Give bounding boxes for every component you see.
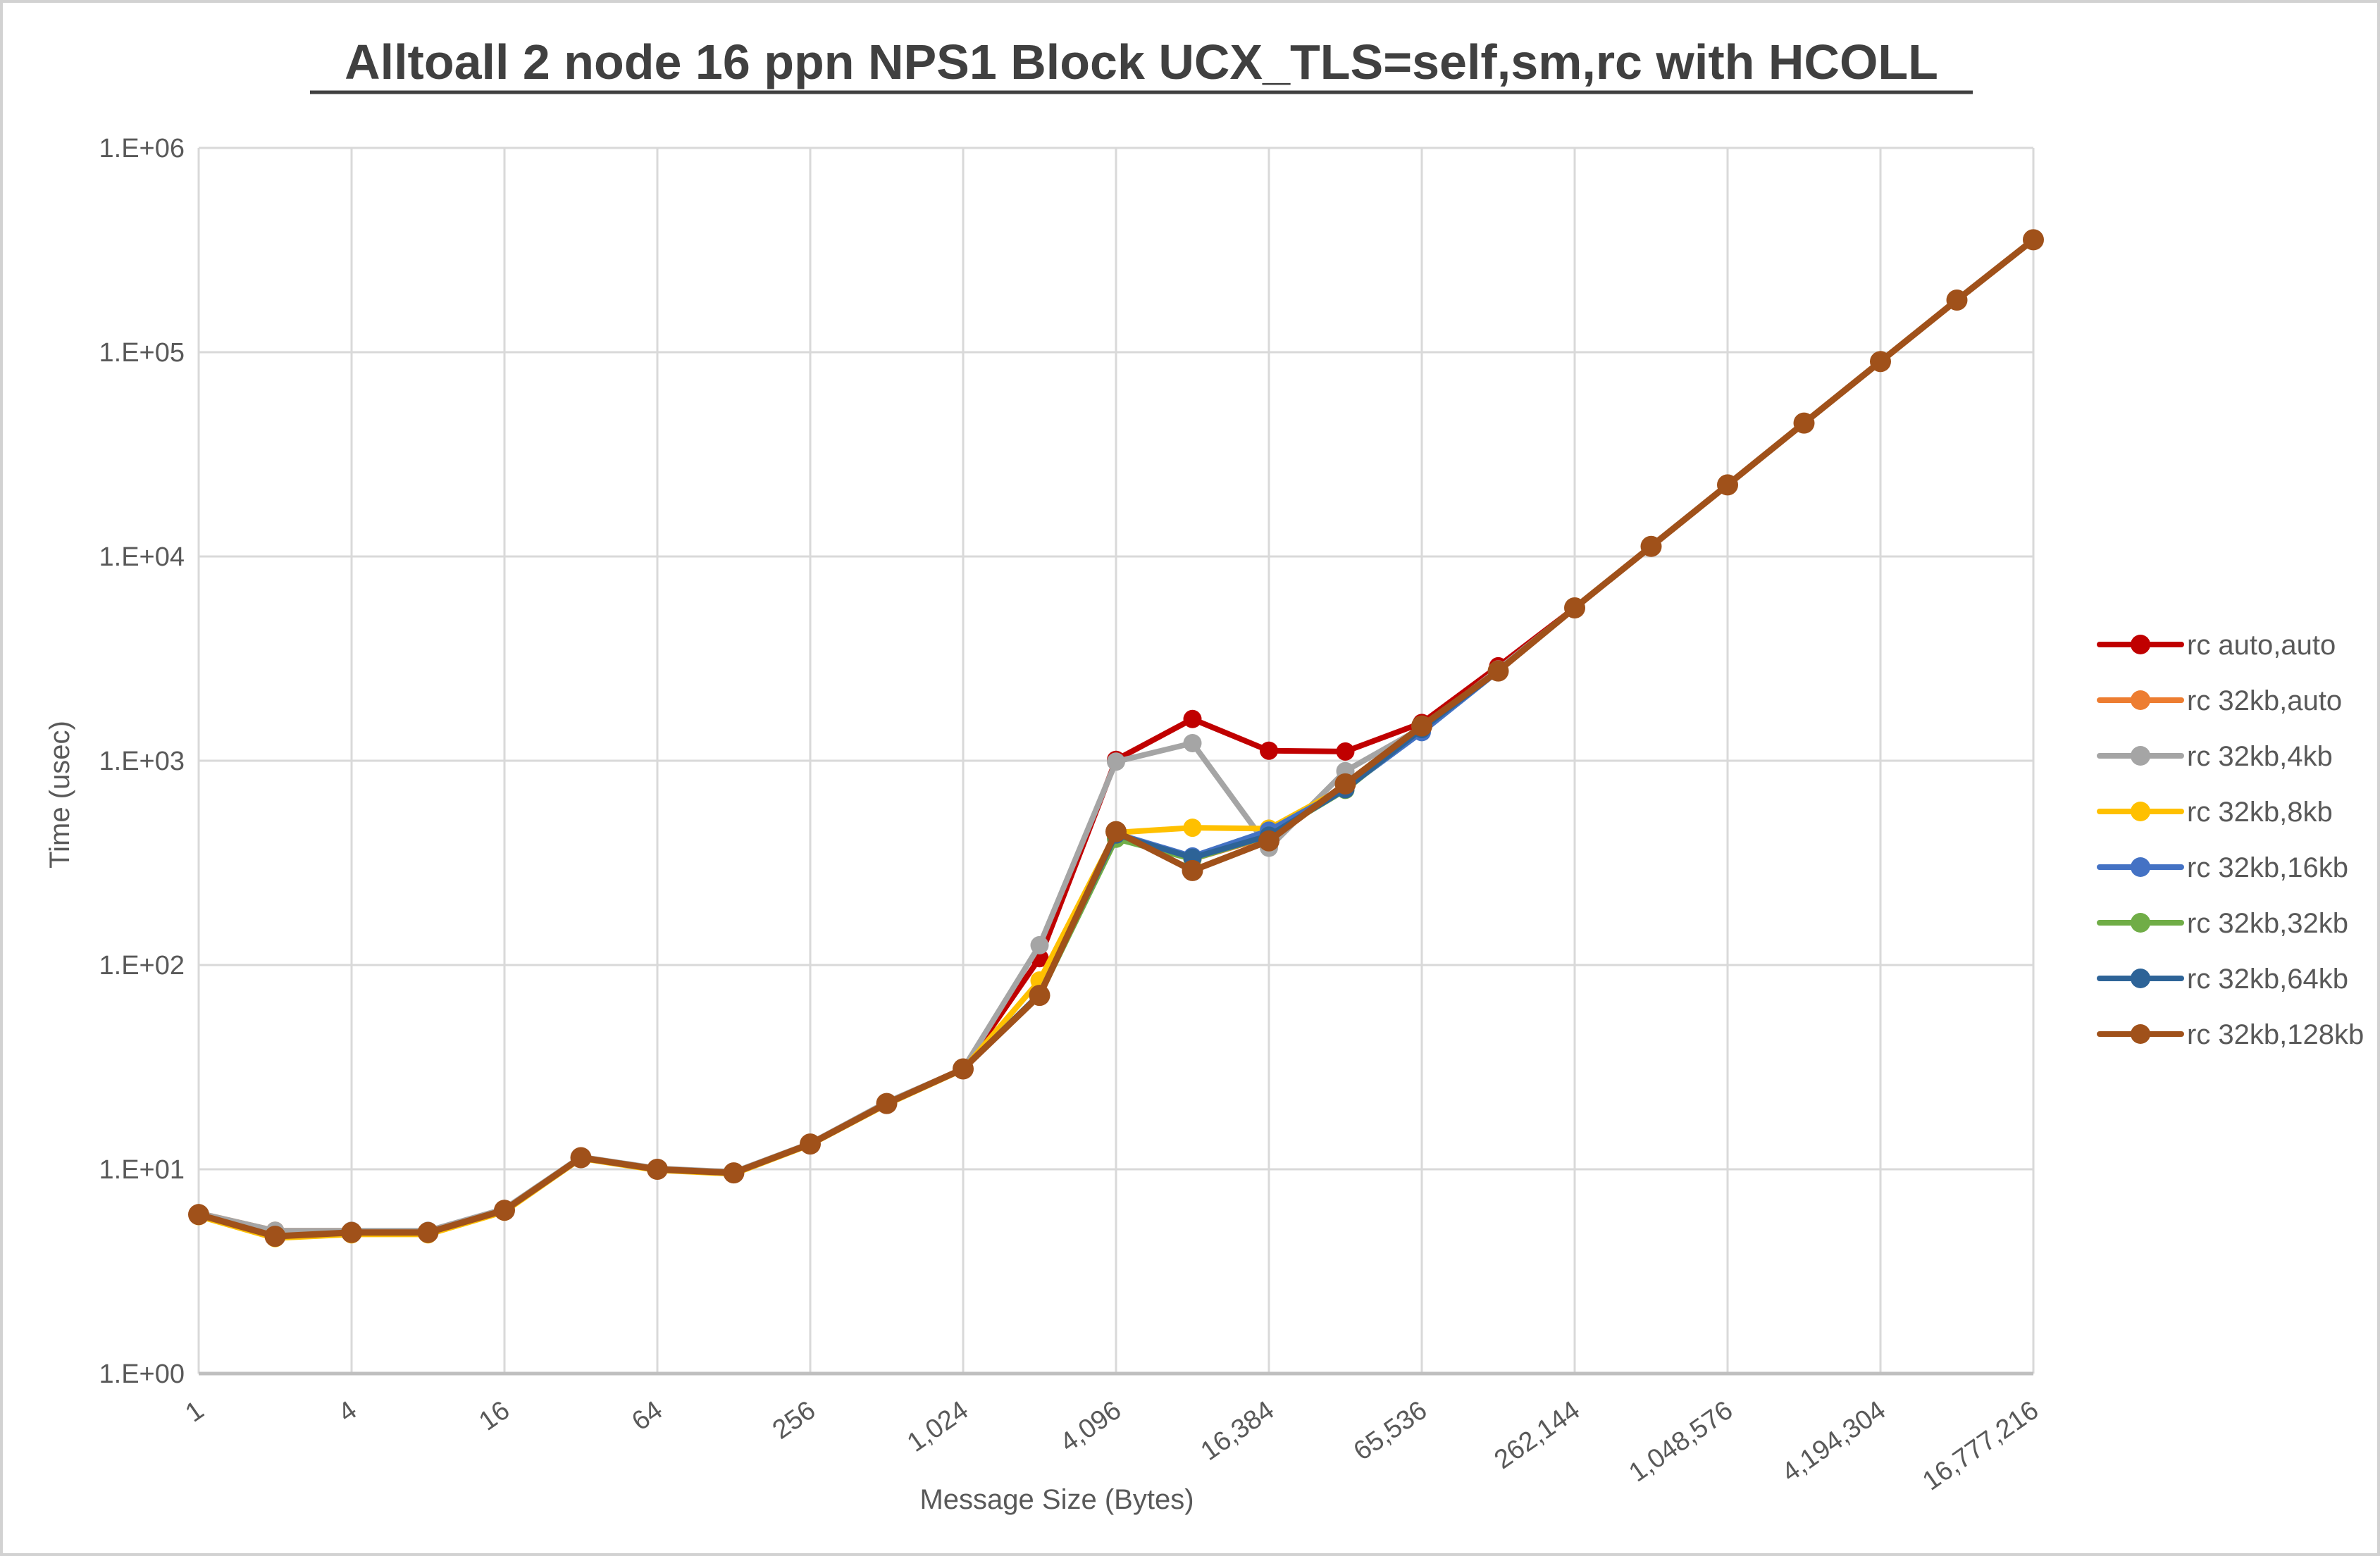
series-marker-rc-auto-auto bbox=[1260, 741, 1278, 760]
legend-swatch-dot bbox=[2131, 913, 2150, 933]
legend-label: rc 32kb,32kb bbox=[2187, 908, 2348, 939]
series-marker-rc-32kb-4kb bbox=[1183, 734, 1202, 752]
x-tick-label: 1,048,576 bbox=[1624, 1395, 1739, 1488]
y-tick-label: 1.E+00 bbox=[99, 1359, 185, 1389]
legend-label: rc 32kb,auto bbox=[2187, 685, 2342, 716]
series-marker-rc-32kb-128kb bbox=[1029, 985, 1050, 1007]
x-tick-label: 16,384 bbox=[1196, 1395, 1279, 1467]
legend-item-rc-auto-auto: rc auto,auto bbox=[2097, 630, 2336, 661]
legend-swatch-dot bbox=[2131, 857, 2150, 877]
series-marker-rc-32kb-128kb bbox=[1946, 290, 1968, 311]
series-marker-rc-32kb-128kb bbox=[876, 1093, 898, 1114]
legend-label: rc 32kb,128kb bbox=[2187, 1019, 2364, 1050]
chart-title: Alltoall 2 node 16 ppn NPS1 Block UCX_TL… bbox=[345, 35, 1938, 89]
series-marker-rc-32kb-128kb bbox=[1487, 660, 1509, 682]
x-tick-label: 1,024 bbox=[902, 1395, 974, 1458]
x-tick-label: 4,194,304 bbox=[1777, 1395, 1892, 1488]
series-marker-rc-32kb-4kb bbox=[1030, 935, 1049, 954]
series-marker-rc-32kb-128kb bbox=[1564, 597, 1585, 618]
legend-item-rc-32kb-8kb: rc 32kb,8kb bbox=[2097, 797, 2333, 828]
y-tick-label: 1.E+01 bbox=[99, 1155, 185, 1185]
series-marker-rc-32kb-8kb bbox=[1183, 819, 1202, 838]
series-marker-rc-32kb-128kb bbox=[417, 1221, 439, 1243]
legend-item-rc-32kb-32kb: rc 32kb,32kb bbox=[2097, 908, 2348, 939]
x-tick-label: 262,144 bbox=[1489, 1395, 1586, 1475]
legend-swatch-dot bbox=[2131, 969, 2150, 988]
x-tick-label: 64 bbox=[626, 1395, 668, 1437]
y-tick-label: 1.E+02 bbox=[99, 951, 185, 981]
series-marker-rc-32kb-128kb bbox=[800, 1133, 821, 1155]
x-tick-label: 16 bbox=[473, 1395, 515, 1437]
series-marker-rc-auto-auto bbox=[1336, 742, 1355, 761]
x-tick-label: 4 bbox=[333, 1395, 362, 1429]
plot-area bbox=[188, 229, 2044, 1247]
legend-item-rc-32kb-128kb: rc 32kb,128kb bbox=[2097, 1019, 2364, 1050]
legend-label: rc 32kb,64kb bbox=[2187, 964, 2348, 995]
series-marker-rc-auto-auto bbox=[1183, 709, 1202, 728]
series-marker-rc-32kb-128kb bbox=[188, 1204, 209, 1226]
series-marker-rc-32kb-128kb bbox=[1640, 535, 1662, 557]
series-marker-rc-32kb-128kb bbox=[264, 1226, 286, 1247]
legend-swatch-dot bbox=[2131, 802, 2150, 821]
axes: 1.E+00 1.E+01 1.E+02 1.E+03 1.E+04 1.E+05 1.E+… bbox=[99, 134, 2045, 1496]
legend-label: rc 32kb,4kb bbox=[2187, 741, 2333, 772]
series-marker-rc-32kb-128kb bbox=[1182, 859, 1203, 881]
legend-item-rc-32kb-16kb: rc 32kb,16kb bbox=[2097, 852, 2348, 883]
x-axis-title: Message Size (Bytes) bbox=[919, 1484, 1194, 1515]
legend-label: rc 32kb,8kb bbox=[2187, 797, 2333, 828]
legend-swatch-dot bbox=[2131, 746, 2150, 766]
series-marker-rc-32kb-128kb bbox=[2023, 229, 2044, 251]
legend-item-rc-32kb-64kb: rc 32kb,64kb bbox=[2097, 964, 2348, 995]
legend-swatch-dot bbox=[2131, 635, 2150, 654]
series-marker-rc-32kb-128kb bbox=[1258, 830, 1279, 852]
y-axis-title: Time (usec) bbox=[44, 721, 75, 869]
series-marker-rc-32kb-128kb bbox=[953, 1058, 974, 1080]
x-tick-label: 256 bbox=[767, 1395, 821, 1445]
series-marker-rc-32kb-128kb bbox=[1717, 474, 1738, 496]
legend-item-rc-32kb-auto: rc 32kb,auto bbox=[2097, 685, 2342, 716]
series-rc-32kb-128kb bbox=[188, 229, 2044, 1247]
legend: rc auto,auto rc 32kb,auto rc 32kb,4kb rc 32… bbox=[2097, 630, 2364, 1050]
series-marker-rc-32kb-128kb bbox=[494, 1200, 515, 1221]
series-marker-rc-32kb-128kb bbox=[570, 1147, 592, 1169]
series-marker-rc-32kb-128kb bbox=[1793, 412, 1815, 434]
series-marker-rc-32kb-128kb bbox=[1411, 715, 1432, 737]
series-marker-rc-32kb-128kb bbox=[647, 1159, 668, 1180]
y-tick-label: 1.E+06 bbox=[99, 134, 185, 163]
x-tick-label: 4,096 bbox=[1055, 1395, 1127, 1458]
series-marker-rc-32kb-128kb bbox=[341, 1221, 362, 1243]
legend-label: rc 32kb,16kb bbox=[2187, 852, 2348, 883]
series-marker-rc-32kb-4kb bbox=[1107, 752, 1125, 771]
y-tick-label: 1.E+04 bbox=[99, 542, 185, 572]
legend-swatch-dot bbox=[2131, 690, 2150, 710]
series-marker-rc-32kb-128kb bbox=[1870, 351, 1891, 373]
series-marker-rc-32kb-128kb bbox=[1105, 821, 1127, 842]
series-marker-rc-32kb-128kb bbox=[723, 1162, 745, 1184]
x-tick-label: 65,536 bbox=[1349, 1395, 1432, 1467]
legend-item-rc-32kb-4kb: rc 32kb,4kb bbox=[2097, 741, 2333, 772]
y-tick-label: 1.E+03 bbox=[99, 747, 185, 776]
y-tick-label: 1.E+05 bbox=[99, 338, 185, 368]
legend-label: rc auto,auto bbox=[2187, 630, 2336, 661]
series-marker-rc-32kb-128kb bbox=[1334, 773, 1356, 795]
x-tick-label: 1 bbox=[180, 1395, 209, 1429]
x-tick-label: 16,777,216 bbox=[1917, 1395, 2044, 1496]
legend-swatch-dot bbox=[2131, 1024, 2150, 1044]
